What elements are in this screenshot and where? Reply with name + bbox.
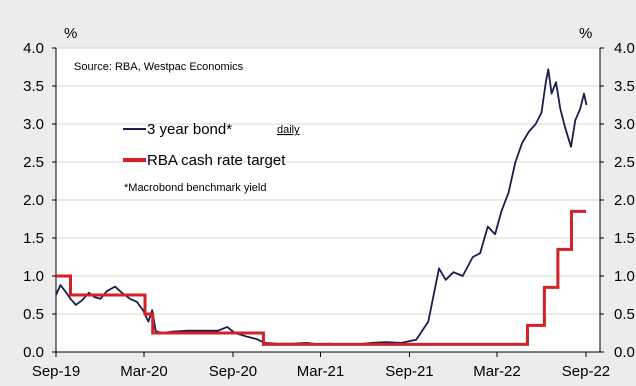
y-tick-label-right: 1.0 bbox=[614, 268, 635, 285]
y-tick-label-left: 1.0 bbox=[23, 268, 44, 285]
x-tick-label: Sep-19 bbox=[32, 363, 80, 380]
y-tick-label-right: 3.5 bbox=[614, 78, 635, 95]
y-tick-label-right: 3.0 bbox=[614, 116, 635, 133]
y-tick-label-left: 0.0 bbox=[23, 344, 44, 361]
y-tick-label-left: 3.0 bbox=[23, 116, 44, 133]
y-tick-label-right: 2.0 bbox=[614, 192, 635, 209]
axes: 0.0 0.0 0.5 0.5 1.0 1.0 1.5 1.5 2.0 2.0 2.5 2.5 3.0 3… bbox=[23, 40, 635, 380]
legend-label-cash-rate: RBA cash rate target bbox=[147, 152, 286, 169]
y-tick-label-left: 0.5 bbox=[23, 306, 44, 323]
x-tick-label: Mar-20 bbox=[120, 363, 168, 380]
y-tick-label-right: 0.5 bbox=[614, 306, 635, 323]
y-tick-label-left: 3.5 bbox=[23, 78, 44, 95]
y-tick-label-right: 1.5 bbox=[614, 230, 635, 247]
footnote: *Macrobond benchmark yield bbox=[124, 182, 266, 194]
y-tick-label-right: 0.0 bbox=[614, 344, 635, 361]
right-unit-label: % bbox=[579, 25, 592, 42]
left-unit-label: % bbox=[64, 25, 77, 42]
series-line-cash-rate bbox=[56, 209, 586, 346]
y-tick-label-left: 2.0 bbox=[23, 192, 44, 209]
source-note: Source: RBA, Westpac Economics bbox=[74, 61, 244, 73]
series-layer bbox=[55, 68, 588, 346]
y-tick-label-right: 2.5 bbox=[614, 154, 635, 171]
x-tick-label: Mar-22 bbox=[473, 363, 521, 380]
y-tick-label-left: 4.0 bbox=[23, 40, 44, 57]
x-tick-label: Sep-21 bbox=[385, 363, 433, 380]
x-tick-label: Sep-22 bbox=[562, 363, 610, 380]
y-tick-label-right: 4.0 bbox=[614, 40, 635, 57]
legend-label-bond: 3 year bond* bbox=[147, 121, 232, 138]
x-tick-label: Sep-20 bbox=[209, 363, 257, 380]
y-tick-label-left: 1.5 bbox=[23, 230, 44, 247]
frequency-label: daily bbox=[277, 124, 300, 136]
x-tick-label: Mar-21 bbox=[297, 363, 345, 380]
gridlines bbox=[56, 47, 600, 315]
y-tick-label-left: 2.5 bbox=[23, 154, 44, 171]
